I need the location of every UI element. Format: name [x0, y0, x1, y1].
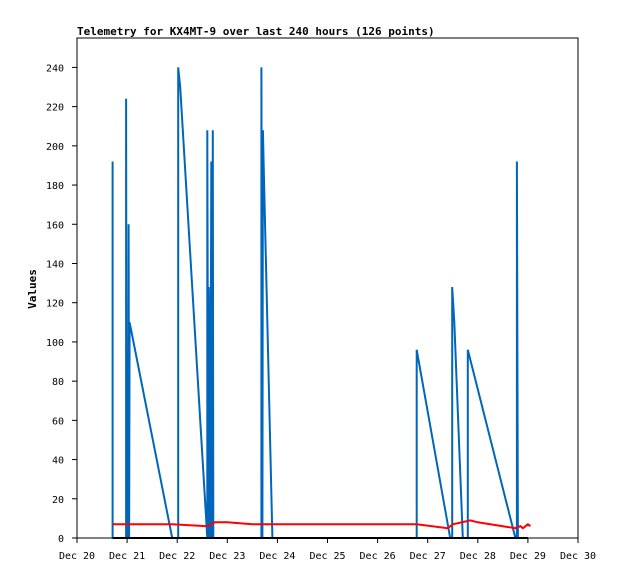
- y-axis: 0 20 40 60 80 100 120 140 160 180 200 220 240: [46, 63, 77, 545]
- y-tick-label: 220: [46, 103, 64, 114]
- y-axis-label: Values: [26, 269, 39, 309]
- x-tick-label: Dec 23: [209, 551, 245, 562]
- y-tick-label: 200: [46, 142, 64, 153]
- series-line-0: [111, 67, 519, 539]
- y-tick-label: 60: [52, 416, 64, 427]
- x-tick-label: Dec 22: [159, 551, 195, 562]
- y-tick-label: 120: [46, 299, 64, 310]
- x-tick-label: Dec 29: [510, 551, 546, 562]
- x-tick-label: Dec 24: [259, 551, 295, 562]
- y-tick-label: 160: [46, 220, 64, 231]
- plot-frame: [76, 37, 579, 539]
- x-tick-label: Dec 26: [360, 551, 396, 562]
- y-tick-label: 240: [46, 63, 64, 74]
- x-tick-label: Dec 21: [109, 551, 145, 562]
- chart-title: Telemetry for KX4MT-9 over last 240 hour…: [77, 25, 435, 38]
- series-layer: [111, 67, 532, 539]
- x-tick-label: Dec 27: [410, 551, 446, 562]
- x-tick-label: Dec 20: [59, 551, 95, 562]
- y-tick-label: 20: [52, 495, 64, 506]
- x-tick-label: Dec 30: [560, 551, 596, 562]
- y-tick-label: 0: [58, 534, 64, 545]
- y-tick-label: 40: [52, 456, 64, 467]
- x-tick-label: Dec 28: [460, 551, 496, 562]
- y-tick-label: 100: [46, 338, 64, 349]
- x-tick-label: Dec 25: [309, 551, 345, 562]
- x-axis: Dec 20 Dec 21 Dec 22 Dec 23 Dec 24 Dec 25 Dec …: [59, 538, 596, 562]
- y-tick-label: 140: [46, 259, 64, 270]
- y-tick-label: 80: [52, 377, 64, 388]
- y-tick-label: 180: [46, 181, 64, 192]
- series-line-1: [112, 519, 532, 530]
